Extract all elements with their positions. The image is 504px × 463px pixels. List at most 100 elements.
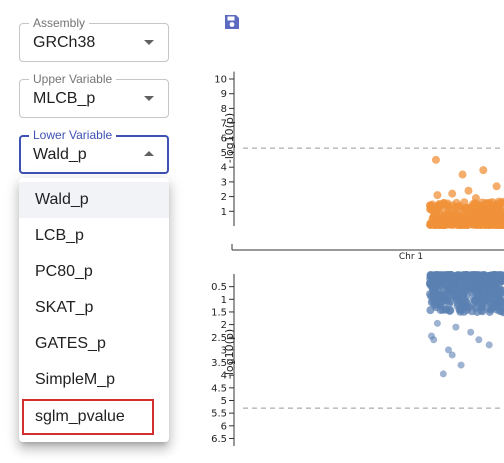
lower-variable-select[interactable]: Lower Variable Wald_p bbox=[19, 128, 169, 174]
upper-point bbox=[430, 208, 439, 217]
chevron-up-icon bbox=[144, 151, 154, 156]
upper-point bbox=[433, 191, 442, 200]
upper-variable-value: MLCB_p bbox=[33, 90, 96, 107]
upper-point bbox=[458, 170, 467, 179]
lower-point bbox=[466, 273, 475, 282]
lower-point bbox=[467, 328, 475, 336]
lower-point bbox=[447, 285, 456, 294]
upper-point bbox=[437, 217, 446, 226]
lower-point bbox=[448, 351, 456, 359]
lower-point bbox=[485, 295, 494, 304]
upper-y-tick-label: 2 bbox=[221, 192, 227, 203]
lower-y-tick-label: 5 bbox=[221, 396, 227, 407]
lower-point bbox=[433, 319, 441, 327]
upper-point bbox=[471, 194, 480, 203]
upper-manhattan-plot: 1 2 3 4 5 6 7 8 9 10 -log10(p) Chr 1 bbox=[214, 71, 504, 262]
lower-y-tick-label: 2.5 bbox=[211, 333, 227, 344]
lower-y-tick-label: 3 bbox=[221, 345, 227, 356]
lower-point bbox=[445, 346, 452, 354]
lower-point bbox=[455, 305, 464, 314]
upper-y-tick-label: 7 bbox=[221, 119, 227, 130]
menu-item-sglm-pvalue[interactable]: sglm_pvalue bbox=[22, 399, 154, 435]
lower-point bbox=[473, 285, 482, 294]
lower-point bbox=[498, 288, 504, 297]
lower-y-tick-label: 4.5 bbox=[211, 383, 227, 394]
upper-point bbox=[466, 204, 475, 213]
lower-point bbox=[436, 282, 445, 291]
upper-y-tick-label: 6 bbox=[221, 133, 227, 144]
lower-y-tick-label: 0.5 bbox=[211, 282, 227, 293]
lower-point bbox=[485, 341, 493, 349]
lower-y-tick-label: 1.5 bbox=[211, 307, 227, 318]
save-button[interactable] bbox=[224, 14, 240, 35]
upper-point bbox=[495, 210, 504, 219]
upper-point bbox=[485, 205, 494, 214]
lower-point bbox=[469, 300, 478, 309]
menu-item-gates-p[interactable]: GATES_p bbox=[35, 335, 106, 352]
lower-manhattan-plot: 0.5 11.5 2 2.53 3.5 44.5 5 5.56 6.5 -log10(p) bbox=[211, 271, 504, 447]
lower-point bbox=[442, 305, 451, 314]
lower-point bbox=[457, 361, 465, 369]
upper-y-tick-label: 9 bbox=[221, 89, 227, 100]
assembly-value: GRCh38 bbox=[33, 34, 96, 51]
lower-point bbox=[459, 274, 468, 283]
upper-point bbox=[492, 182, 501, 191]
upper-y-axis-label: -log10(p) bbox=[223, 113, 236, 163]
lower-y-tick-label: 6.5 bbox=[211, 434, 227, 445]
upper-point bbox=[480, 200, 489, 209]
upper-point bbox=[446, 211, 455, 220]
lower-point bbox=[463, 305, 472, 314]
lower-point bbox=[437, 295, 446, 304]
lower-variable-label: Lower Variable bbox=[29, 128, 117, 142]
lower-point bbox=[430, 288, 439, 297]
upper-point bbox=[431, 155, 440, 164]
upper-y-tick-label: 8 bbox=[221, 104, 227, 115]
lower-point bbox=[452, 323, 460, 331]
lower-point bbox=[435, 271, 444, 280]
upper-point bbox=[464, 212, 473, 221]
lower-point bbox=[478, 302, 487, 311]
upper-point bbox=[426, 220, 435, 229]
lower-point bbox=[446, 297, 455, 306]
lower-point bbox=[453, 290, 462, 299]
upper-point bbox=[448, 189, 457, 198]
menu-item-simplem-p[interactable]: SimpleM_p bbox=[35, 371, 116, 388]
upper-variable-select[interactable]: Upper Variable MLCB_p bbox=[19, 72, 169, 118]
assembly-label: Assembly bbox=[29, 16, 90, 30]
upper-y-tick-label: 1 bbox=[221, 207, 227, 218]
save-icon[interactable] bbox=[224, 14, 240, 30]
lower-point bbox=[489, 274, 498, 283]
lower-y-tick-label: 4 bbox=[221, 371, 227, 382]
chevron-down-icon bbox=[144, 96, 154, 101]
lower-point bbox=[426, 278, 435, 287]
lower-point bbox=[492, 287, 501, 296]
upper-point bbox=[484, 212, 493, 221]
upper-point bbox=[476, 206, 485, 215]
x-axis-label: Chr 1 bbox=[399, 252, 423, 262]
lower-point bbox=[478, 279, 487, 288]
upper-point bbox=[460, 205, 469, 214]
lower-point bbox=[453, 298, 462, 307]
upper-point bbox=[493, 201, 502, 210]
lower-variable-value: Wald_p bbox=[33, 146, 87, 163]
lower-variable-menu: Wald_p LCB_p PC80_p SKAT_p GATES_p Simpl… bbox=[19, 178, 169, 442]
upper-point bbox=[452, 210, 461, 219]
lower-point bbox=[473, 293, 482, 302]
lower-y-tick-label: 2 bbox=[221, 320, 227, 331]
upper-point bbox=[464, 186, 473, 195]
lower-point bbox=[427, 332, 435, 340]
lower-y-tick-label: 5.5 bbox=[211, 409, 227, 420]
lower-y-tick-label: 1 bbox=[221, 295, 227, 306]
upper-point bbox=[460, 198, 469, 207]
lower-point bbox=[461, 286, 470, 295]
upper-point bbox=[435, 201, 444, 210]
lower-point bbox=[439, 370, 447, 378]
lower-point bbox=[475, 336, 483, 344]
assembly-select[interactable]: Assembly GRCh38 bbox=[19, 16, 169, 62]
menu-item-skat-p[interactable]: SKAT_p bbox=[35, 299, 94, 316]
menu-item-wald-p[interactable]: Wald_p bbox=[19, 182, 169, 218]
chevron-down-icon bbox=[144, 40, 154, 45]
menu-item-lcb-p[interactable]: LCB_p bbox=[35, 227, 84, 244]
upper-variable-label: Upper Variable bbox=[29, 72, 117, 86]
menu-item-pc80-p[interactable]: PC80_p bbox=[35, 263, 93, 280]
